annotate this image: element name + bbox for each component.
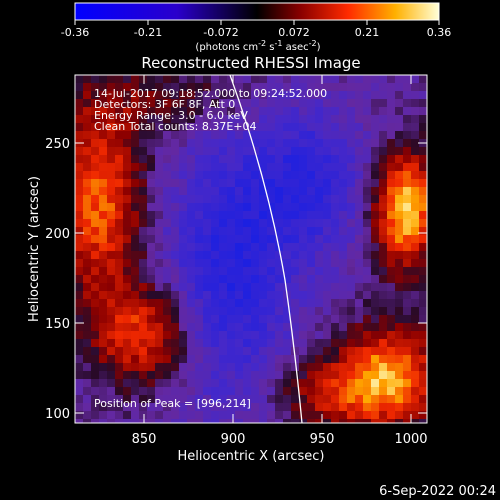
x-axis-label: Heliocentric X (arcsec) [178, 449, 325, 464]
y-tick-label: 100 [45, 407, 70, 422]
y-tick-label: 200 [45, 227, 70, 242]
colorbar-tick-label: 0.072 [278, 26, 310, 39]
x-tick-label: 900 [221, 432, 246, 447]
info-line-detectors: Detectors: 3F 6F 8F, Att 0 [94, 98, 235, 111]
peak-position-text: Position of Peak = [996,214] [94, 397, 251, 410]
info-line-time: 14-Jul-2017 09:18:52.000 to 09:24:52.000 [94, 87, 327, 100]
colorbar-tick-label: 0.36 [427, 26, 452, 39]
render-date: 6-Sep-2022 00:24 [379, 484, 496, 499]
y-axis-label: Heliocentric Y (arcsec) [27, 176, 42, 322]
x-tick-label: 950 [310, 432, 335, 447]
y-axis-ticks [75, 142, 427, 414]
x-axis-ticks [143, 75, 412, 423]
solar-limb-line [229, 75, 303, 423]
y-tick-label: 250 [45, 137, 70, 152]
x-tick-label: 850 [132, 432, 157, 447]
x-tick-label: 1000 [394, 432, 427, 447]
colorbar [74, 2, 440, 21]
colorbar-units: (photons cm-2 s-1 asec-2) [195, 39, 320, 53]
colorbar-tick-label: 0.21 [355, 26, 380, 39]
plot-frame [74, 74, 428, 424]
colorbar-tick-label: -0.21 [134, 26, 162, 39]
colorbar-ticks [74, 20, 440, 25]
colorbar-tick-label: -0.072 [203, 26, 238, 39]
rhessi-image [75, 75, 427, 423]
colorbar-tick-label: -0.36 [61, 26, 89, 39]
info-line-counts: Clean Total counts: 8.37E+04 [94, 120, 257, 133]
image-title: Reconstructed RHESSI Image [141, 54, 360, 72]
info-line-energy: Energy Range: 3.0 - 6.0 keV [94, 109, 248, 122]
y-tick-label: 150 [45, 317, 70, 332]
